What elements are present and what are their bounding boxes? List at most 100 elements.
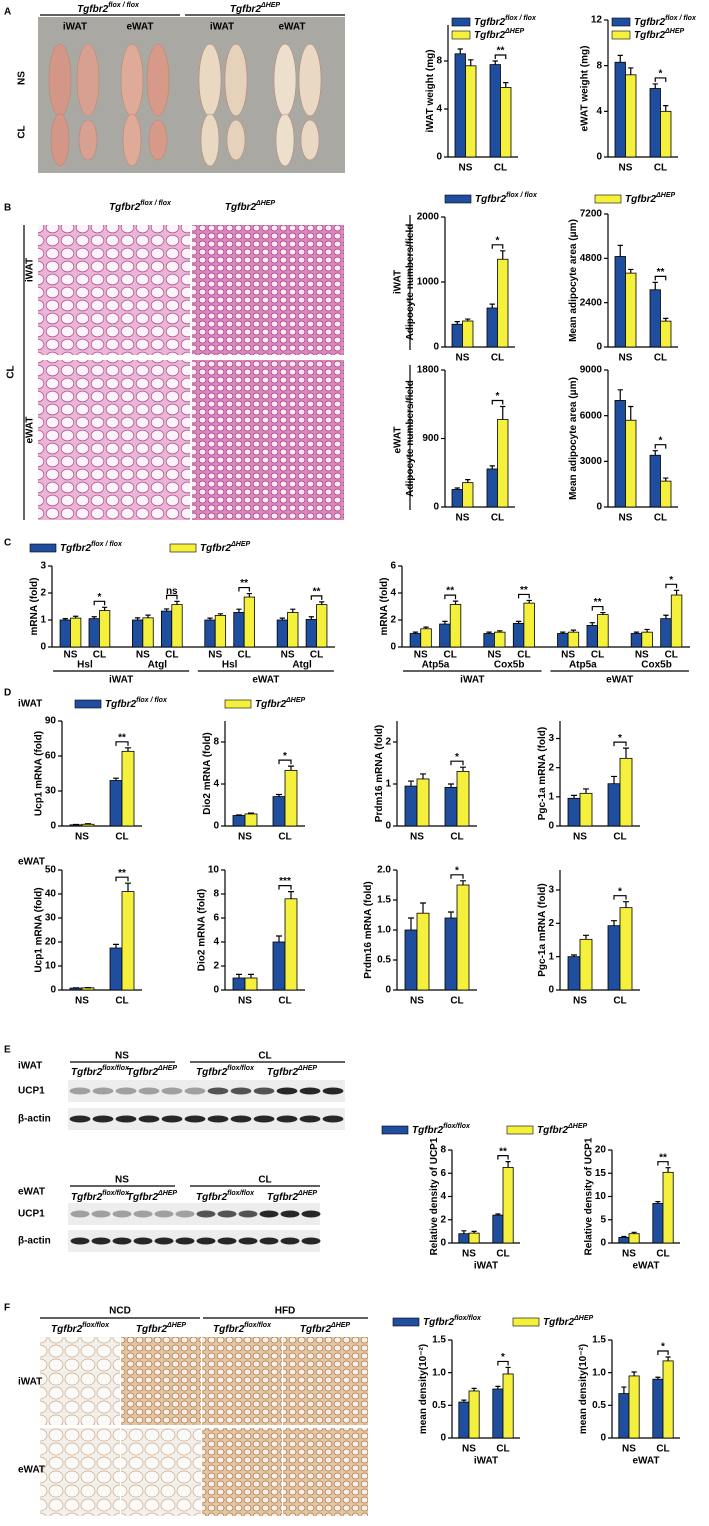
gene-label: Atp5a [422,660,450,671]
tissue-piece [300,119,320,161]
x-tick-label: NS [619,353,633,364]
x-tick-label: CL [450,996,463,1007]
x-tick-label: CL [654,353,667,364]
sig-bracket [494,54,507,59]
panel-letter: E [4,1045,11,1056]
y-tick-label: 8 [436,56,442,67]
y-tick-label: 0.5 [432,1400,446,1411]
error-bar [495,1213,501,1216]
bar [214,615,227,648]
bar [462,482,474,508]
y-tick-label: 8 [596,60,602,71]
label: Tgfbr2ΔHEP [267,1190,318,1202]
blot-band [70,1237,90,1245]
y-tick-label: 2 [213,961,219,972]
superscript: flox / flox [665,15,697,22]
blot-band [161,1115,183,1123]
superscript: flox/flox [227,1190,255,1197]
sig-bracket [310,595,323,600]
label: Tgfbr2ΔHEP [127,1065,178,1077]
y-tick-label: 0 [213,821,219,832]
bar [502,1167,514,1244]
y-tick-label: 3000 [580,456,603,467]
error-bar [505,1161,511,1168]
bar [404,929,418,991]
sig-bracket [654,77,667,82]
blot-band [253,1115,275,1123]
error-bar [495,1385,501,1389]
bar [670,594,683,648]
error-bar [468,59,474,66]
error-bar [617,389,623,401]
bar [243,596,255,648]
error-bar [663,614,669,619]
error-bar [73,615,79,619]
error-bar [236,608,242,613]
blot-band [299,1087,321,1095]
y-tick-label: 0 [596,342,602,353]
bar [171,604,183,648]
label: iWAT [18,699,42,710]
y-axis-label: eWAT weight (mg) [579,46,590,132]
label: iWAT [210,22,234,33]
legend-swatch [224,699,252,709]
sig-bracket [491,244,504,249]
error-bar [589,622,595,626]
bar [649,289,661,348]
tissue-piece [275,113,295,167]
histology-image [192,225,344,355]
error-bar [652,281,658,290]
text-part: Tgfbr2 [200,543,232,554]
bar [489,64,501,158]
error-bar [442,620,448,625]
y-axis-label: Relative density of UCP1 [583,1137,594,1255]
bar [416,912,430,991]
histology-image [192,360,344,520]
superscript: ΔHEP [260,2,280,9]
error-bar [571,794,577,799]
error-bar [163,608,170,612]
y-tick-label: 4 [213,779,219,790]
superscript: ΔHEP [573,1315,593,1322]
bar [625,74,637,158]
gene-label: Atgl [148,660,168,671]
error-bar [465,318,471,321]
bar [500,87,512,158]
y-tick-label: 1000 [417,277,440,288]
y-tick-label: 0 [50,985,56,996]
blot-band [301,1237,321,1245]
bar [468,1390,480,1439]
y-tick-label: 0 [385,821,391,832]
x-tick-label: CL [450,832,463,843]
bar [81,823,95,827]
y-tick-label: 50 [45,865,57,876]
text-part: Tgfbr2 [196,1192,228,1203]
legend-swatch [29,543,57,553]
sig-bracket [613,741,627,747]
label: Tgfbr2flox / flox [109,200,172,212]
y-tick-label: 0 [600,1433,606,1444]
bar [142,617,154,648]
gene-label: Cox5b [494,660,525,671]
blot [68,1203,320,1225]
bar [287,612,299,648]
blot-band [230,1115,252,1123]
text-part: Tgfbr2 [537,1125,569,1136]
legend-label: Tgfbr2ΔHEP [537,1123,588,1135]
x-tick-label: NS [410,832,424,843]
label: NCD [109,1306,131,1317]
x-tick-label: NS [410,996,424,1007]
bar [652,1203,664,1244]
x-tick-label: CL [517,650,530,661]
sig-bracket [115,876,129,882]
label: Tgfbr2ΔHEP [267,1065,318,1077]
y-tick-label: 20 [45,937,57,948]
label: CL [258,1051,271,1062]
y-tick-label: 0 [213,985,219,996]
blot-band [196,1210,216,1218]
y-tick-label: 0 [548,821,554,832]
error-bar [600,611,606,615]
tissue-piece [200,113,220,167]
legend-label: Tgfbr2ΔHEP [200,541,251,553]
legend-swatch [169,543,197,553]
